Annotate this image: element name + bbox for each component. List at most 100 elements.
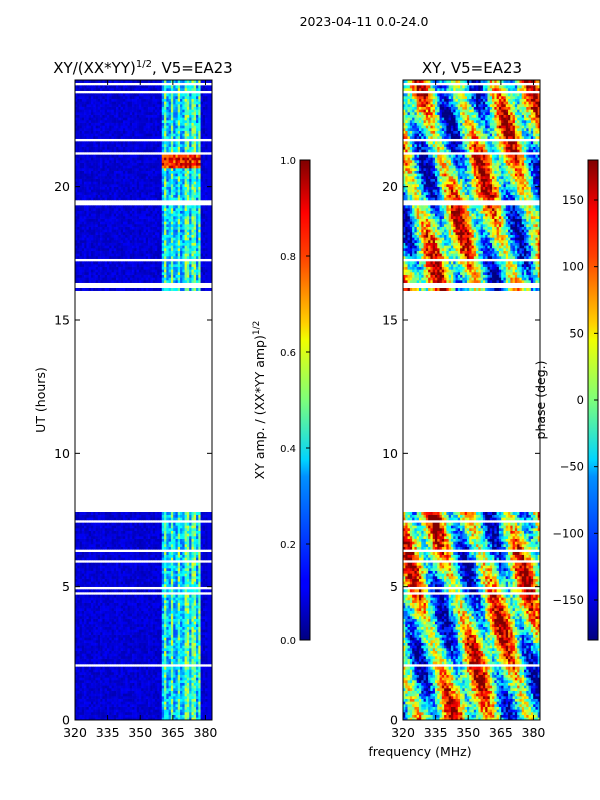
heatmap-cell — [196, 528, 199, 531]
heatmap-cell — [138, 682, 142, 686]
heatmap-cell — [106, 669, 110, 673]
heatmap-cell — [148, 682, 151, 686]
heatmap-cell — [120, 696, 124, 699]
heatmap-cell — [180, 709, 183, 713]
heatmap-cell — [111, 554, 115, 558]
heatmap-cell — [95, 533, 99, 537]
heatmap-cell — [143, 528, 147, 531]
heatmap-cell — [161, 709, 165, 713]
heatmap-cell — [93, 557, 96, 561]
heatmap-cell — [113, 634, 117, 638]
heatmap-cell — [164, 248, 167, 251]
heatmap-cell — [104, 610, 108, 614]
heatmap-cell — [154, 533, 158, 537]
heatmap-cell — [150, 610, 153, 614]
heatmap-cell — [141, 605, 144, 609]
heatmap-cell — [134, 576, 137, 579]
heatmap-cell — [81, 706, 85, 710]
heatmap-cell — [196, 248, 199, 251]
heatmap-cell — [148, 648, 151, 651]
heatmap-cell — [134, 522, 137, 526]
heatmap-cell — [118, 570, 121, 574]
heatmap-cell — [125, 597, 128, 601]
heatmap-cell — [97, 250, 101, 254]
heatmap-cell — [100, 640, 103, 643]
heatmap-cell — [141, 616, 144, 619]
heatmap-cell — [97, 714, 101, 718]
heatmap-cell — [113, 701, 117, 705]
heatmap-cell — [97, 528, 101, 531]
heatmap-cell — [182, 712, 185, 715]
heatmap-cell — [148, 541, 151, 545]
heatmap-cell — [113, 677, 117, 681]
heatmap-cell — [79, 637, 83, 641]
heatmap-cell — [200, 613, 204, 617]
heatmap-cell — [173, 666, 176, 670]
heatmap-cell — [205, 693, 208, 697]
heatmap-cell — [189, 589, 192, 593]
heatmap-cell — [93, 653, 96, 657]
heatmap-cell — [102, 648, 105, 651]
heatmap-cell — [136, 584, 140, 587]
heatmap-cell — [97, 629, 101, 633]
heatmap-cell — [184, 269, 188, 273]
heatmap-cell — [170, 266, 174, 270]
heatmap-cell — [125, 608, 128, 611]
heatmap-cell — [127, 277, 131, 281]
heatmap-cell — [109, 277, 112, 281]
heatmap-cell — [104, 525, 108, 529]
heatmap-cell — [200, 589, 204, 593]
heatmap-cell — [191, 544, 195, 547]
heatmap-cell — [152, 688, 156, 691]
heatmap-cell — [125, 610, 128, 614]
heatmap-cell — [127, 677, 131, 681]
heatmap-cell — [102, 274, 105, 278]
heatmap-cell — [168, 605, 172, 609]
heatmap-cell — [154, 552, 158, 555]
heatmap-cell — [81, 677, 85, 681]
heatmap-cell — [88, 261, 92, 265]
heatmap-cell — [118, 552, 121, 555]
heatmap-cell — [125, 653, 128, 657]
heatmap-cell — [150, 634, 153, 638]
heatmap-cell — [102, 541, 105, 545]
heatmap-cell — [182, 701, 185, 705]
heatmap-cell — [193, 717, 197, 721]
heatmap-cell — [196, 264, 199, 267]
heatmap-cell — [202, 573, 206, 577]
heatmap-cell — [166, 605, 169, 609]
heatmap-cell — [189, 541, 192, 545]
heatmap-cell — [125, 512, 128, 515]
heatmap-cell — [180, 600, 183, 603]
heatmap-cell — [132, 613, 135, 617]
heatmap-cell — [138, 573, 142, 577]
heatmap-cell — [145, 696, 149, 699]
heatmap-cell — [191, 621, 195, 625]
heatmap-cell — [143, 266, 147, 270]
heatmap-cell — [193, 573, 197, 577]
heatmap-cell — [141, 541, 144, 545]
heatmap-cell — [134, 589, 137, 593]
heatmap-cell — [93, 576, 96, 579]
heatmap-cell — [145, 706, 149, 710]
heatmap-cell — [145, 573, 149, 577]
heatmap-cell — [111, 248, 115, 251]
heatmap-cell — [111, 616, 115, 619]
heatmap-cell — [161, 653, 165, 657]
heatmap-cell — [88, 674, 92, 678]
heatmap-cell — [90, 602, 94, 606]
heatmap-cell — [129, 709, 133, 713]
heatmap-cell — [113, 600, 117, 603]
heatmap-cell — [118, 528, 121, 531]
heatmap-cell — [141, 706, 144, 710]
heatmap-cell — [189, 690, 192, 694]
heatmap-cell — [90, 637, 94, 641]
heatmap-cell — [191, 658, 195, 662]
heatmap-cell — [196, 640, 199, 643]
heatmap-cell — [97, 690, 101, 694]
heatmap-cell — [175, 600, 179, 603]
heatmap-cell — [180, 530, 183, 534]
heatmap-cell — [132, 288, 135, 291]
heatmap-cell — [157, 261, 160, 265]
heatmap-cell — [129, 714, 133, 718]
